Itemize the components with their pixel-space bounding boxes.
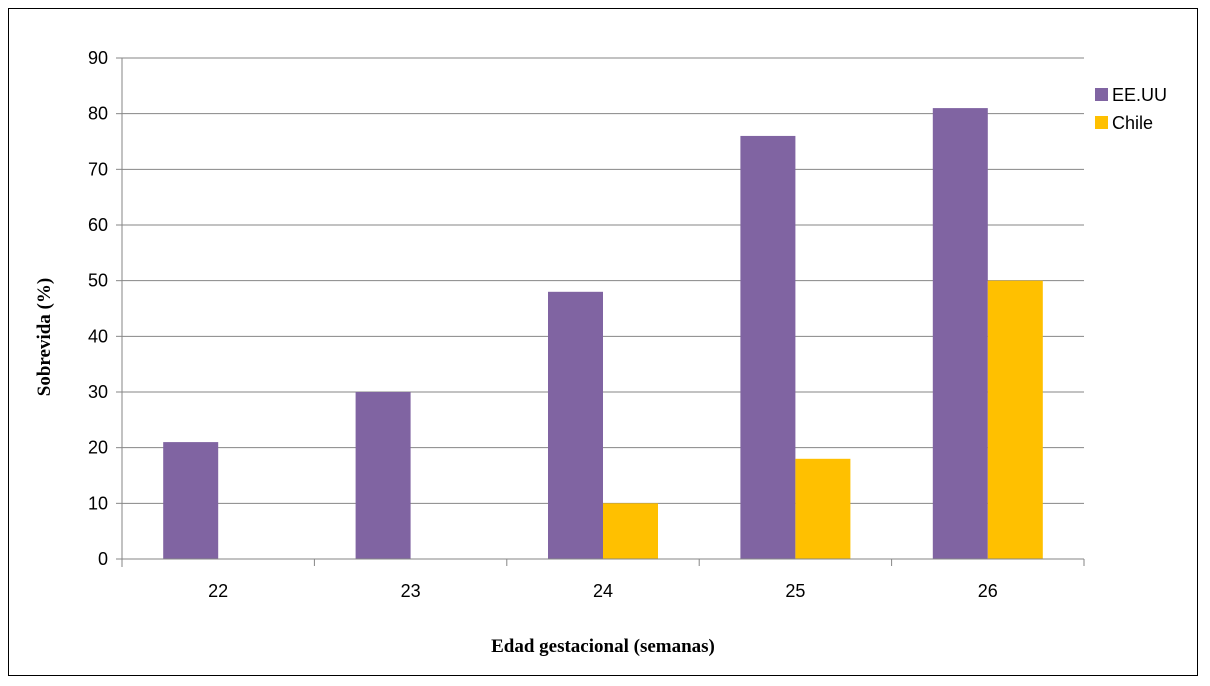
y-tick-label: 70	[88, 159, 108, 179]
y-tick-label: 20	[88, 438, 108, 458]
x-tick-label: 24	[593, 581, 613, 601]
legend-label: EE.UU	[1112, 85, 1167, 105]
y-tick-label: 80	[88, 104, 108, 124]
bar-chile-24	[603, 503, 658, 559]
bar-ee-uu-26	[932, 108, 988, 559]
legend-label: Chile	[1112, 113, 1153, 133]
axes	[121, 58, 1085, 567]
gridlines	[116, 57, 1084, 560]
y-tick-label: 60	[88, 215, 108, 235]
bar-chile-25	[795, 458, 851, 559]
y-tick-labels: 0 10 20 30 40 50 60 70 80 90	[88, 48, 108, 569]
y-tick-label: 50	[88, 271, 108, 291]
y-axis-title: Sobrevida (%)	[34, 278, 55, 396]
x-tick-label: 23	[401, 581, 421, 601]
x-tick-label: 26	[978, 581, 998, 601]
bar-chile-26	[987, 280, 1043, 559]
legend: EE.UU Chile	[1095, 85, 1167, 133]
bars	[163, 108, 1043, 559]
x-axis-title: Edad gestacional (semanas)	[491, 636, 715, 657]
bar-ee-uu-23	[355, 392, 411, 559]
y-tick-label: 40	[88, 326, 108, 346]
bar-ee-uu-24	[548, 291, 603, 559]
y-tick-label: 90	[88, 48, 108, 68]
bar-ee-uu-25	[740, 135, 796, 559]
legend-swatch-chile	[1095, 116, 1108, 129]
y-tick-label: 30	[88, 382, 108, 402]
x-tick-label: 22	[208, 581, 228, 601]
y-tick-label: 10	[88, 493, 108, 513]
x-tick-labels: 22 23 24 25 26	[208, 581, 998, 601]
legend-swatch-ee-uu	[1095, 88, 1108, 101]
y-tick-label: 0	[98, 549, 108, 569]
x-tick-label: 25	[785, 581, 805, 601]
bar-ee-uu-22	[163, 442, 219, 559]
